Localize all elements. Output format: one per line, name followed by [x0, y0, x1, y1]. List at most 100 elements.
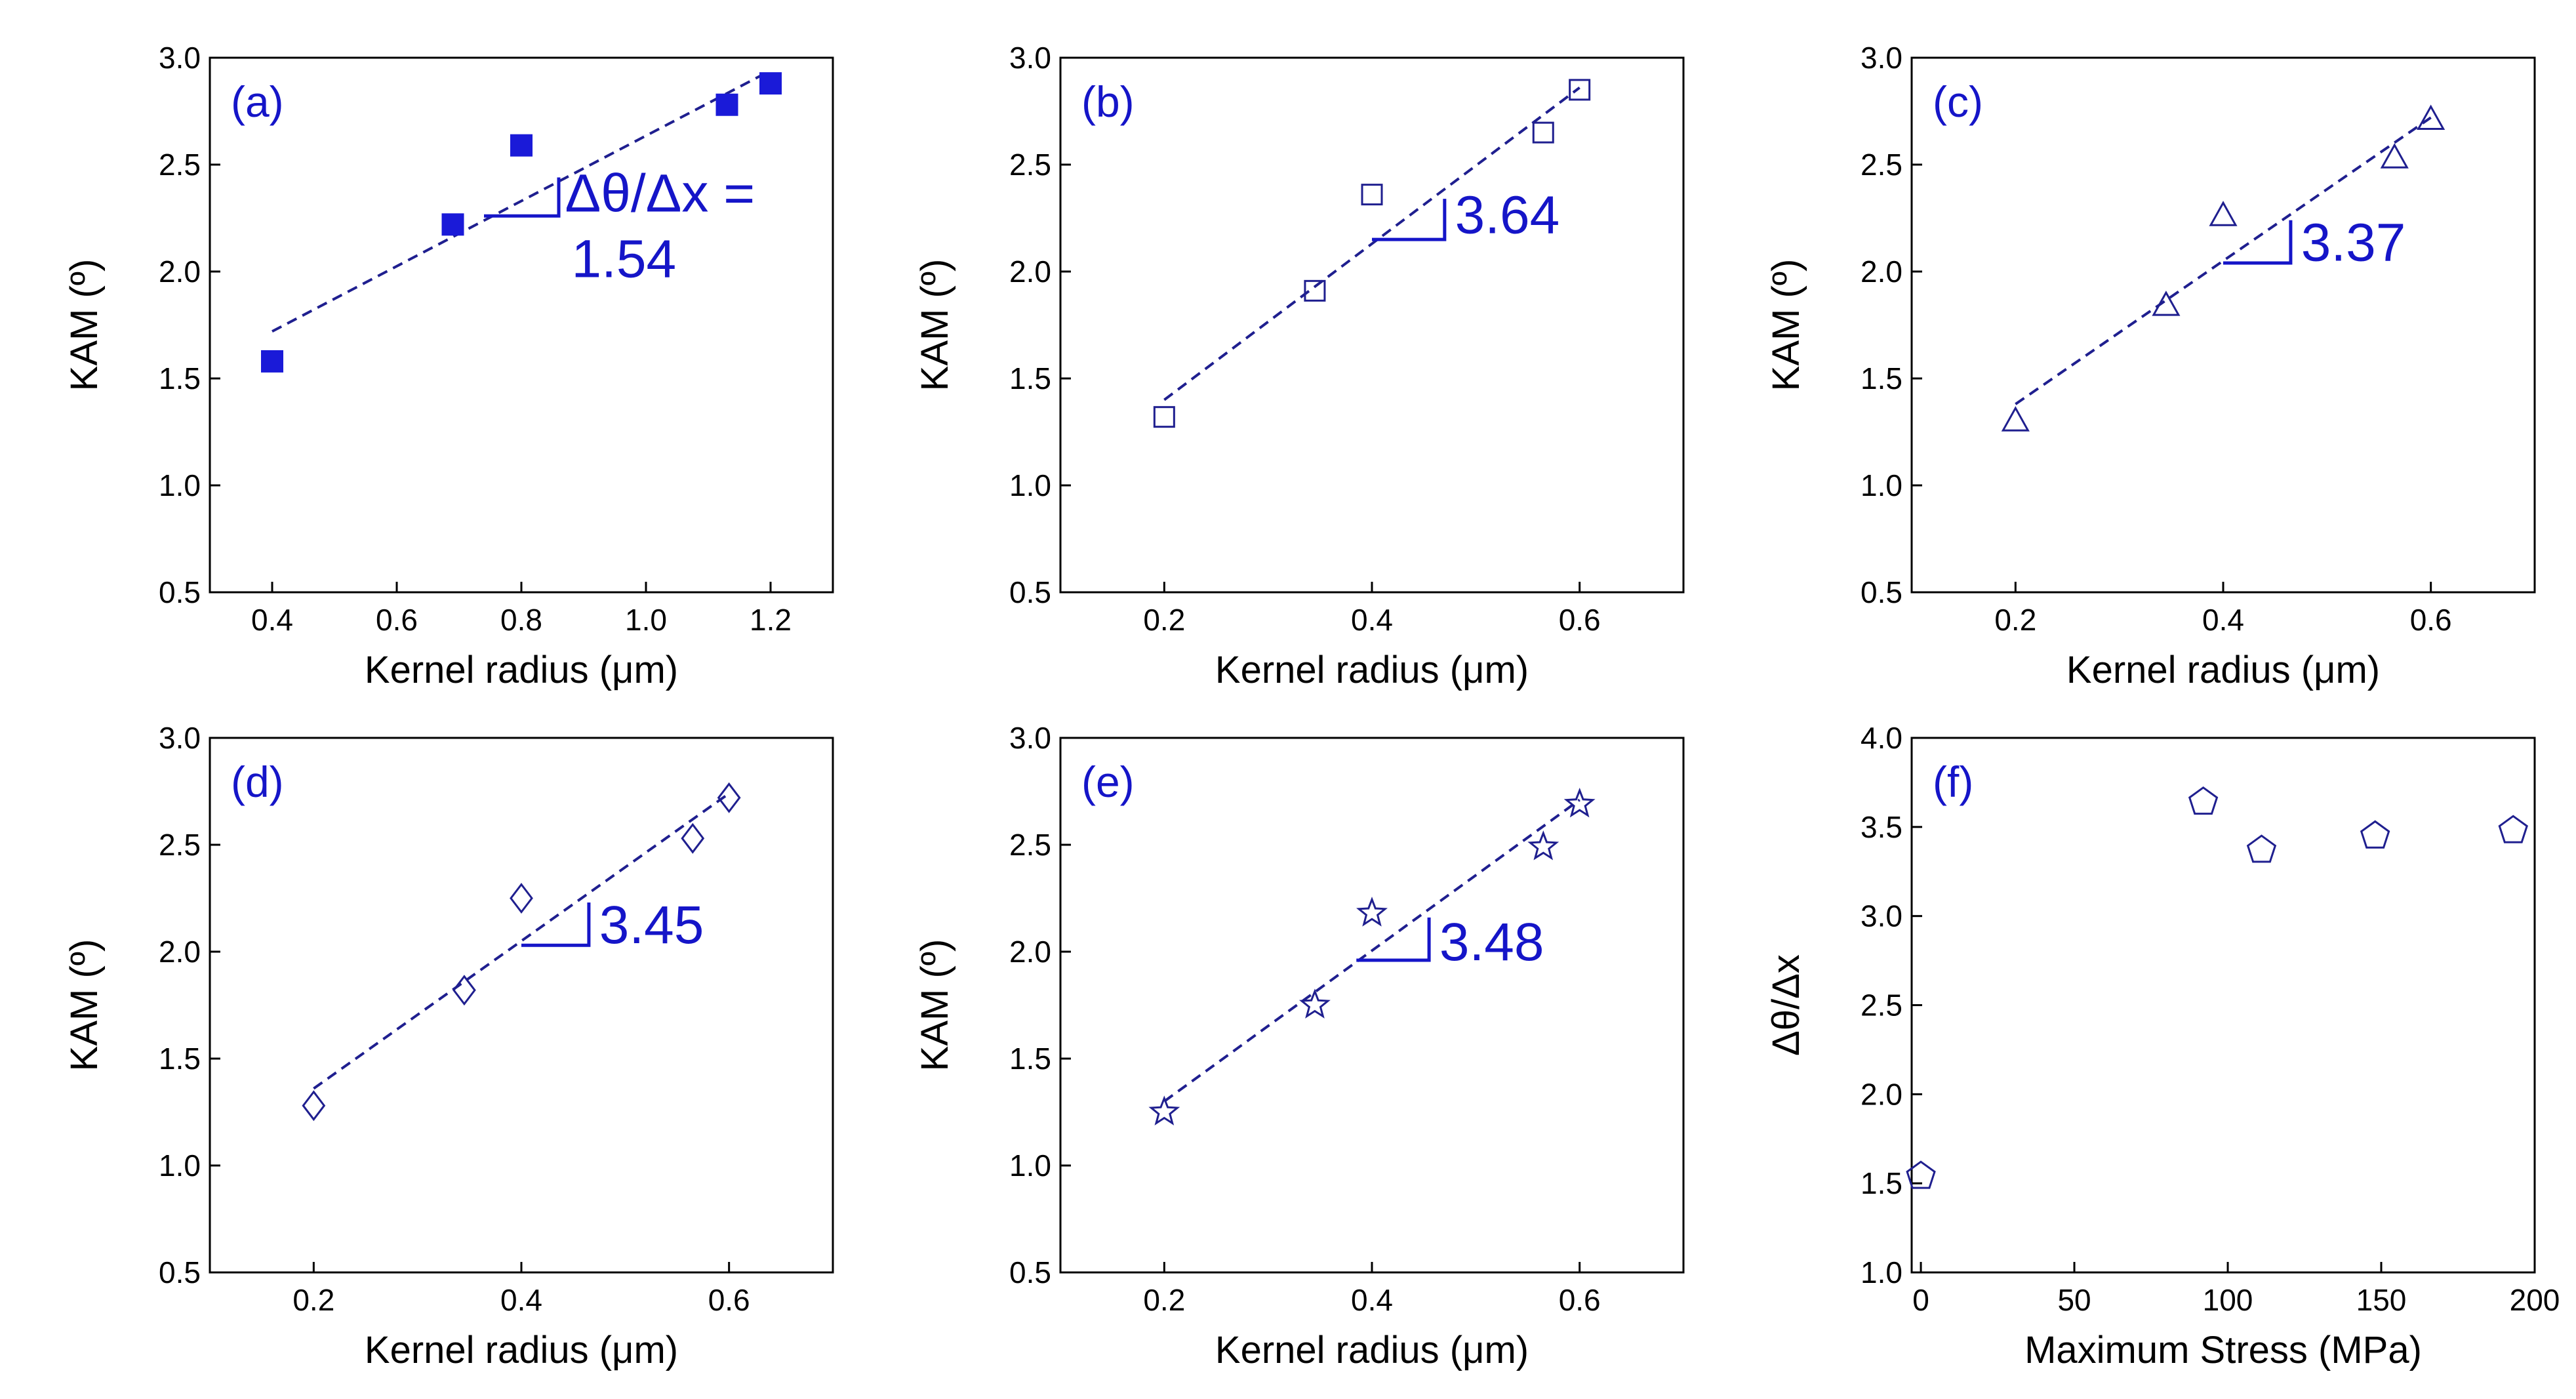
data-point: [681, 822, 705, 854]
data-point: [759, 72, 782, 95]
y-tick-label: 2.5: [1861, 988, 1902, 1023]
chart-panel-c: 0.2 0.4 0.6 0.5 1.0 1.5 2.0 2.5 3.0 Kernel radius…: [1765, 41, 2536, 691]
y-tick-label: 3.0: [1861, 899, 1902, 933]
x-tick-label: 150: [2356, 1283, 2407, 1317]
panel-label: (f): [1933, 758, 1973, 806]
chart-panel-d: 0.2 0.4 0.6 0.5 1.0 1.5 2.0 2.5 3.0 Kernel radius…: [63, 721, 834, 1371]
slope-triangle: [1372, 199, 1447, 241]
slope-triangle: [2223, 220, 2293, 265]
x-tick-label: 0.4: [500, 1283, 542, 1317]
data-point: [1361, 184, 1383, 206]
fit-line: [1163, 798, 1580, 1103]
y-tick-label: 1.0: [159, 468, 201, 502]
data-point: [1298, 988, 1331, 1019]
y-tick-label: 2.5: [1009, 828, 1051, 862]
y-tick-label: 1.0: [1861, 1255, 1902, 1289]
x-tick-label: 0.4: [251, 603, 293, 637]
y-tick-label: 1.5: [1009, 1042, 1051, 1076]
x-axis-label: Kernel radius (μm): [365, 1329, 678, 1371]
data-point: [1563, 787, 1596, 818]
data-point: [302, 1090, 326, 1122]
data-point: [1532, 121, 1554, 144]
y-tick-label: 1.0: [1009, 1148, 1051, 1183]
x-tick-label: 0.4: [1351, 1283, 1393, 1317]
data-point: [1527, 830, 1560, 861]
data-point: [1148, 1095, 1180, 1125]
x-tick-label: 1.0: [625, 603, 667, 637]
data-point: [715, 93, 738, 116]
x-axis-label: Kernel radius (μm): [1215, 1329, 1529, 1371]
plot-frame: [1910, 56, 2536, 594]
x-tick-label: 0.4: [1351, 603, 1393, 637]
data-point: [717, 782, 741, 813]
plot-frame: [1059, 737, 1685, 1274]
y-tick-label: 2.0: [1861, 1077, 1902, 1111]
x-axis-label: Kernel radius (μm): [365, 649, 678, 691]
slope-value-label: 3.45: [599, 895, 704, 955]
y-tick-label: 3.0: [1009, 41, 1051, 75]
y-tick-label: 2.5: [1861, 148, 1902, 182]
y-tick-label: 1.5: [1861, 1166, 1902, 1200]
x-tick-label: 0.6: [1559, 603, 1601, 637]
slope-value-label: 3.64: [1455, 185, 1560, 245]
data-point: [1569, 79, 1591, 101]
y-tick-label: 2.0: [159, 254, 201, 289]
slope-value-label: Δθ/Δx =: [565, 164, 755, 224]
slope-value-label: 3.48: [1439, 912, 1544, 972]
y-tick-label: 1.5: [159, 1042, 201, 1076]
panel-label: (c): [1933, 77, 1983, 126]
y-tick-label: 3.5: [1861, 810, 1902, 844]
y-tick-label: 1.5: [1861, 361, 1902, 395]
y-axis-label: KAM (º): [63, 259, 106, 392]
y-tick-label: 2.0: [159, 935, 201, 969]
y-tick-label: 1.5: [1009, 361, 1051, 395]
data-point: [1356, 897, 1388, 927]
slope-triangle: [484, 177, 561, 218]
x-tick-label: 100: [2203, 1283, 2253, 1317]
data-point: [2380, 143, 2409, 169]
y-tick-label: 1.0: [1009, 468, 1051, 502]
data-point: [1906, 1160, 1936, 1189]
slope-value-label: 1.54: [572, 230, 677, 289]
chart-panel-b: 0.2 0.4 0.6 0.5 1.0 1.5 2.0 2.5 3.0 Kernel radius…: [914, 41, 1685, 691]
x-tick-label: 1.2: [750, 603, 792, 637]
data-point: [2417, 104, 2445, 131]
y-tick-label: 2.5: [159, 148, 201, 182]
data-point: [510, 134, 533, 157]
y-tick-label: 3.0: [1861, 41, 1902, 75]
y-tick-label: 0.5: [1009, 575, 1051, 609]
x-tick-label: 0.8: [500, 603, 542, 637]
panel-label: (e): [1081, 758, 1135, 806]
x-axis-label: Kernel radius (μm): [1215, 649, 1529, 691]
y-tick-label: 0.5: [159, 575, 201, 609]
y-tick-label: 3.0: [159, 721, 201, 755]
plot-frame: [209, 737, 834, 1274]
data-point: [2188, 786, 2219, 815]
data-point: [2001, 406, 2030, 432]
panel-label: (a): [231, 77, 284, 126]
y-tick-label: 2.0: [1861, 254, 1902, 289]
y-tick-label: 1.0: [1861, 468, 1902, 502]
x-tick-label: 0.2: [1143, 1283, 1185, 1317]
chart-panel-e: 0.2 0.4 0.6 0.5 1.0 1.5 2.0 2.5 3.0 Kernel radius…: [914, 721, 1685, 1371]
y-tick-label: 3.0: [1009, 721, 1051, 755]
data-point: [261, 350, 283, 373]
x-tick-label: 0.6: [708, 1283, 750, 1317]
y-tick-label: 4.0: [1861, 721, 1902, 755]
y-tick-label: 2.0: [1009, 254, 1051, 289]
fit-line: [1163, 87, 1580, 401]
x-axis-label: Maximum Stress (MPa): [2024, 1329, 2422, 1371]
y-tick-label: 2.0: [1009, 935, 1051, 969]
y-axis-label: KAM (º): [914, 939, 956, 1072]
data-point: [1304, 279, 1326, 302]
y-axis-label: KAM (º): [63, 939, 106, 1072]
x-tick-label: 0.4: [2202, 603, 2244, 637]
plot-frame: [1059, 56, 1685, 594]
data-point: [510, 883, 533, 914]
slope-triangle: [1356, 917, 1431, 962]
x-tick-label: 0.6: [1559, 1283, 1601, 1317]
data-point: [453, 975, 476, 1006]
x-axis-label: Kernel radius (μm): [2066, 649, 2380, 691]
y-tick-label: 0.5: [1009, 1255, 1051, 1289]
